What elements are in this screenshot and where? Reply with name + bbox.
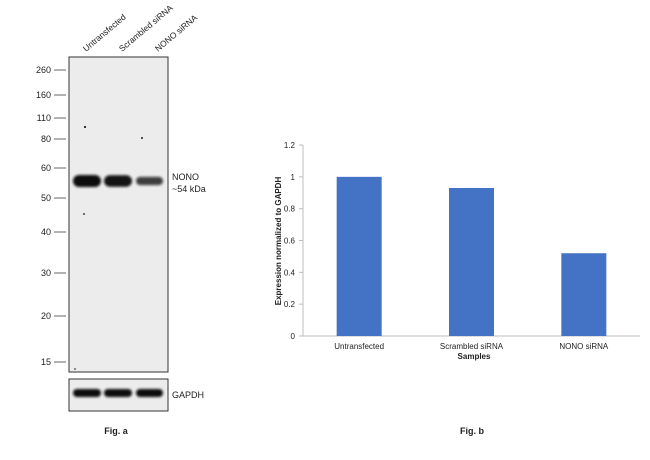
y-tick-label: 1 xyxy=(291,173,296,182)
bar-3 xyxy=(561,253,607,336)
ladder-label-60: 60 xyxy=(41,163,51,173)
x-tick-label: Scrambled siRNA xyxy=(440,342,504,351)
y-axis-title: Expression normalized to GAPDH xyxy=(274,177,283,306)
bar-1 xyxy=(336,176,382,336)
gapdh-band-1 xyxy=(73,389,101,397)
bar-chart-panel: 0 0.2 0.4 0.6 0.8 1 1.2 Untransfected Scrambled… xyxy=(274,141,640,436)
ladder-label-15: 15 xyxy=(41,357,51,367)
nono-band-3 xyxy=(136,176,163,186)
x-axis-title: Samples xyxy=(458,352,491,361)
fig-b-caption: Fig. b xyxy=(460,426,484,436)
y-tick-label: 1.2 xyxy=(284,141,296,150)
band-target-name: NONO xyxy=(172,172,199,182)
ladder-label-50: 50 xyxy=(41,193,51,203)
y-tick-label: 0.2 xyxy=(284,300,296,309)
nono-bands xyxy=(73,175,163,187)
ladder-label-30: 30 xyxy=(41,268,51,278)
ladder-label-20: 20 xyxy=(41,311,51,321)
gapdh-band-2 xyxy=(104,389,132,397)
band-target-size: ~54 kDa xyxy=(172,184,206,194)
blot-speck xyxy=(83,213,85,215)
y-tick-label: 0.4 xyxy=(284,268,296,277)
y-tick-label: 0.6 xyxy=(284,237,296,246)
y-tick-label: 0.8 xyxy=(284,205,296,214)
fig-a-caption: Fig. a xyxy=(104,426,128,436)
ladder-label-160: 160 xyxy=(36,90,51,100)
ladder: 260 160 110 80 60 50 40 30 20 15 xyxy=(36,65,66,367)
nono-band-1 xyxy=(73,175,101,187)
chart-bars xyxy=(336,176,607,336)
blot-speck xyxy=(83,125,87,129)
ladder-label-110: 110 xyxy=(37,113,51,123)
western-blot-panel: Untransfected Scrambled siRNA NONO siRNA… xyxy=(36,3,206,436)
nono-band-2 xyxy=(104,175,132,187)
blot-speck xyxy=(74,368,76,370)
ladder-label-260: 260 xyxy=(36,65,51,75)
ladder-label-40: 40 xyxy=(41,227,51,237)
loading-control-label: GAPDH xyxy=(172,390,204,400)
bar-2 xyxy=(449,187,494,336)
chart-yticks: 0 0.2 0.4 0.6 0.8 1 1.2 xyxy=(284,141,303,341)
x-tick-label: Untransfected xyxy=(334,342,384,351)
ladder-label-80: 80 xyxy=(41,134,51,144)
blot-membrane xyxy=(68,56,169,373)
x-tick-label: NONO siRNA xyxy=(559,342,609,351)
y-tick-label: 0 xyxy=(291,332,296,341)
blot-speck xyxy=(141,137,143,139)
chart-xticks: Untransfected Scrambled siRNA NONO siRNA xyxy=(334,342,609,351)
gapdh-bands xyxy=(73,389,163,397)
gapdh-band-3 xyxy=(136,389,163,397)
